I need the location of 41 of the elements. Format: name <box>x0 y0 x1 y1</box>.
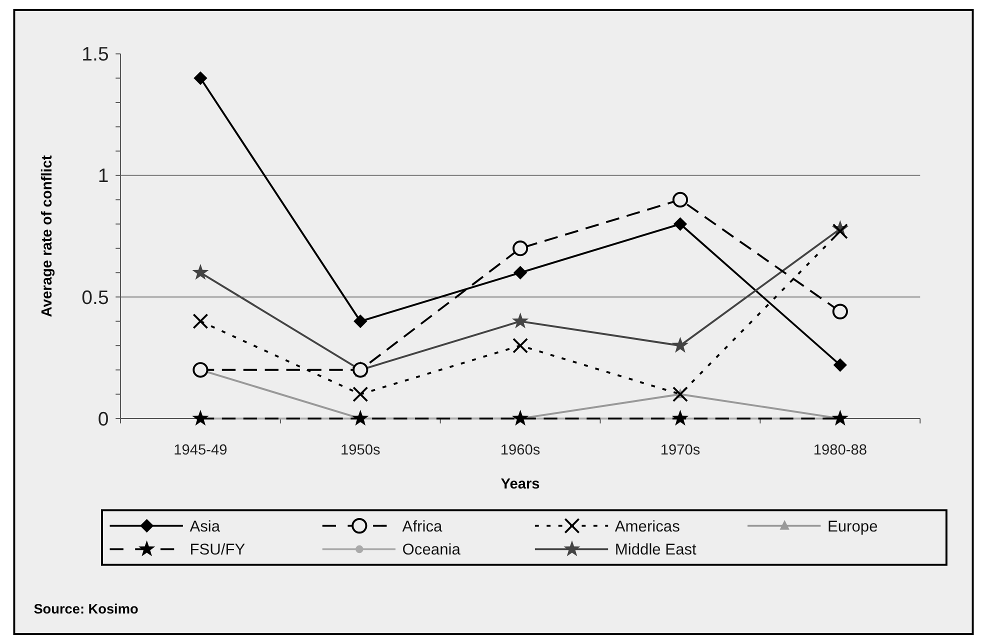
point <box>832 224 848 240</box>
y-tick-label: 1.5 <box>82 44 109 66</box>
point <box>672 386 688 402</box>
x-axis-title: Years <box>500 476 540 493</box>
point <box>672 192 688 208</box>
point <box>512 410 529 426</box>
legend-label: Middle East <box>614 542 698 559</box>
x-tick-label: 1950s <box>340 442 380 459</box>
x-tick-label: 1960s <box>500 442 540 459</box>
point <box>833 358 847 372</box>
point <box>352 410 369 426</box>
point <box>192 362 208 378</box>
source-note: Source: Kosimo <box>34 602 138 617</box>
point <box>194 71 208 85</box>
legend-label: Oceania <box>402 542 461 559</box>
point <box>832 410 849 426</box>
point <box>192 264 209 280</box>
point <box>512 312 529 328</box>
legend-label: Americas <box>614 518 680 536</box>
point <box>832 304 848 320</box>
x-tick-label: 1945-49 <box>174 442 228 459</box>
legend-label: Europe <box>827 518 878 536</box>
legend-label: Asia <box>190 518 220 536</box>
y-tick-label: 1 <box>98 165 109 188</box>
x-tick-label: 1970s <box>660 442 700 459</box>
point <box>354 314 368 328</box>
point <box>352 386 368 402</box>
point <box>513 266 528 280</box>
y-tick-label: 0 <box>98 408 109 430</box>
y-axis-title: Average rate of conflict <box>39 155 56 318</box>
legend-label: Africa <box>402 518 443 536</box>
point <box>192 313 208 330</box>
x-tick-label: 1980-88 <box>813 442 867 459</box>
point <box>672 410 689 426</box>
y-tick-label: 0.5 <box>82 286 109 309</box>
point <box>512 338 528 354</box>
legend-label: FSU/FY <box>190 542 246 559</box>
point <box>192 410 209 426</box>
point <box>512 240 528 256</box>
point <box>672 336 689 353</box>
point <box>673 217 688 231</box>
